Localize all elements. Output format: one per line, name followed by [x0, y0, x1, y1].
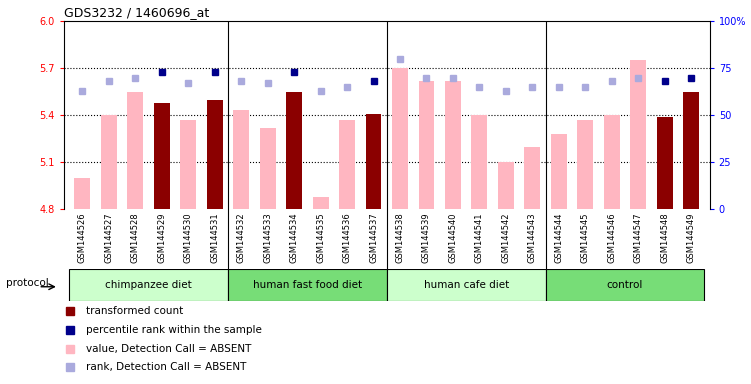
Text: GSM144541: GSM144541	[475, 212, 484, 263]
Text: protocol: protocol	[7, 278, 49, 288]
Text: GSM144538: GSM144538	[396, 212, 405, 263]
Bar	[545, 269, 704, 301]
Bar	[630, 60, 646, 209]
Text: GDS3232 / 1460696_at: GDS3232 / 1460696_at	[64, 5, 209, 18]
Bar	[551, 134, 567, 209]
Text: GSM144527: GSM144527	[104, 212, 113, 263]
Bar	[392, 68, 408, 209]
Bar	[312, 197, 328, 209]
Bar	[69, 269, 228, 301]
Bar	[101, 115, 116, 209]
Text: GSM144545: GSM144545	[581, 212, 590, 263]
Text: GSM144534: GSM144534	[290, 212, 299, 263]
Bar	[445, 81, 461, 209]
Text: GSM144537: GSM144537	[369, 212, 378, 263]
Bar	[418, 81, 434, 209]
Bar	[260, 128, 276, 209]
Text: GSM144528: GSM144528	[131, 212, 140, 263]
Text: GSM144547: GSM144547	[634, 212, 643, 263]
Bar	[387, 269, 545, 301]
Text: GSM144540: GSM144540	[448, 212, 457, 263]
Text: chimpanzee diet: chimpanzee diet	[105, 280, 192, 290]
Text: human fast food diet: human fast food diet	[253, 280, 362, 290]
Text: value, Detection Call = ABSENT: value, Detection Call = ABSENT	[86, 344, 252, 354]
Bar	[683, 92, 699, 209]
Text: GSM144546: GSM144546	[608, 212, 617, 263]
Bar	[472, 115, 487, 209]
Text: GSM144544: GSM144544	[554, 212, 563, 263]
Bar	[524, 147, 540, 209]
Text: GSM144548: GSM144548	[660, 212, 669, 263]
Text: GSM144549: GSM144549	[686, 212, 695, 263]
Bar	[604, 115, 620, 209]
Bar	[74, 178, 90, 209]
Bar	[657, 117, 673, 209]
Bar	[578, 120, 593, 209]
Bar	[180, 120, 196, 209]
Text: human cafe diet: human cafe diet	[424, 280, 508, 290]
Text: GSM144542: GSM144542	[502, 212, 511, 263]
Bar	[228, 269, 387, 301]
Bar	[286, 92, 302, 209]
Bar	[366, 114, 382, 209]
Text: GSM144532: GSM144532	[237, 212, 246, 263]
Text: GSM144529: GSM144529	[157, 212, 166, 263]
Text: GSM144539: GSM144539	[422, 212, 431, 263]
Text: GSM144536: GSM144536	[342, 212, 351, 263]
Bar	[234, 111, 249, 209]
Bar	[339, 120, 355, 209]
Text: GSM144535: GSM144535	[316, 212, 325, 263]
Text: GSM144543: GSM144543	[528, 212, 537, 263]
Bar	[128, 92, 143, 209]
Bar	[154, 103, 170, 209]
Text: transformed count: transformed count	[86, 306, 184, 316]
Text: GSM144533: GSM144533	[263, 212, 272, 263]
Text: rank, Detection Call = ABSENT: rank, Detection Call = ABSENT	[86, 362, 247, 372]
Text: GSM144526: GSM144526	[78, 212, 87, 263]
Text: GSM144531: GSM144531	[210, 212, 219, 263]
Text: percentile rank within the sample: percentile rank within the sample	[86, 325, 262, 335]
Text: control: control	[607, 280, 643, 290]
Bar	[498, 162, 514, 209]
Bar	[207, 99, 222, 209]
Text: GSM144530: GSM144530	[184, 212, 193, 263]
